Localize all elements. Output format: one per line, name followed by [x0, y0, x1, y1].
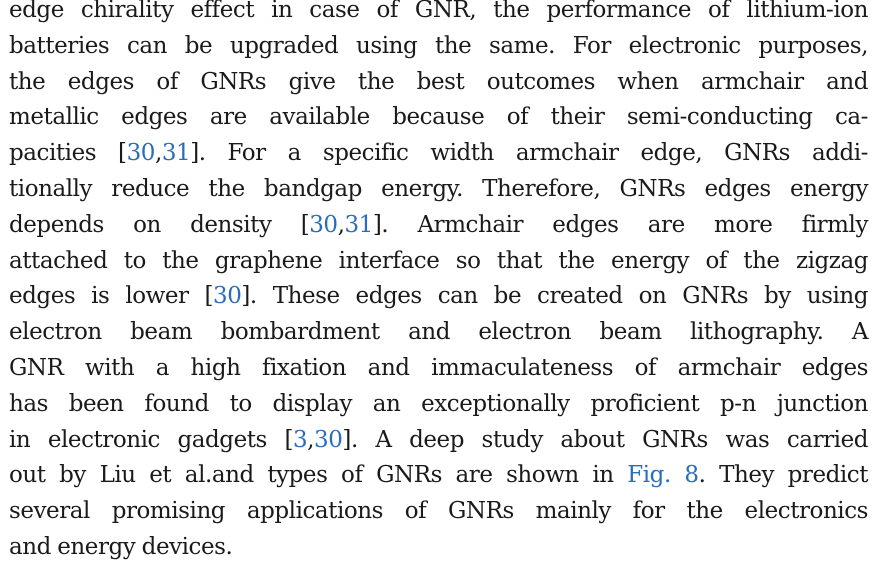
- text-line: in electronic gadgets [3,30]. A deep stu…: [9, 423, 868, 459]
- text-run: edge chirality effect in case of GNR, th…: [9, 0, 868, 23]
- text-line: pacities [30,31]. For a specific width a…: [9, 136, 868, 172]
- text-line: the edges of GNRs give the best outcomes…: [9, 65, 868, 101]
- text-run: metallic edges are available because of …: [9, 104, 868, 131]
- text-run: the edges of GNRs give the best outcomes…: [9, 68, 868, 95]
- text-run: depends on density [: [9, 211, 310, 238]
- text-run: and energy devices.: [9, 533, 233, 560]
- text-run: ,: [337, 211, 345, 238]
- text-run: pacities [: [9, 140, 127, 167]
- text-run: edges is lower [: [9, 283, 214, 310]
- citation-link[interactable]: 30: [314, 426, 343, 453]
- text-run: ]. For a specific width armchair edge, G…: [190, 140, 868, 167]
- text-line: electron beam bombardment and electron b…: [9, 315, 868, 351]
- text-run: out by Liu et al.and types of GNRs are s…: [9, 462, 628, 489]
- text-run: batteries can be upgraded using the same…: [9, 32, 868, 59]
- text-line: tionally reduce the bandgap energy. Ther…: [9, 172, 868, 208]
- citation-link[interactable]: 30: [126, 140, 156, 167]
- text-line: attached to the graphene interface so th…: [9, 244, 868, 280]
- text-run: in electronic gadgets [: [9, 426, 293, 453]
- text-run: has been found to display an exceptional…: [9, 390, 868, 417]
- text-line: depends on density [30,31]. Armchair edg…: [9, 208, 868, 244]
- citation-link[interactable]: 31: [344, 211, 374, 238]
- citation-link[interactable]: 30: [309, 211, 338, 238]
- text-line: edges is lower [30]. These edges can be …: [9, 279, 868, 315]
- citation-link[interactable]: 31: [161, 140, 191, 167]
- text-run: attached to the graphene interface so th…: [9, 247, 868, 274]
- text-run: ]. These edges can be created on GNRs by…: [241, 283, 868, 310]
- text-run: electron beam bombardment and electron b…: [9, 319, 868, 346]
- text-line: metallic edges are available because of …: [9, 100, 868, 136]
- text-run: several promising applications of GNRs m…: [9, 498, 868, 525]
- body-paragraph: edge chirality effect in case of GNR, th…: [9, 0, 868, 566]
- text-run: tionally reduce the bandgap energy. Ther…: [9, 175, 868, 202]
- text-run: ,: [307, 426, 315, 453]
- text-line: out by Liu et al.and types of GNRs are s…: [9, 458, 868, 494]
- text-run: GNR with a high fixation and immaculaten…: [9, 354, 868, 381]
- text-line: has been found to display an exceptional…: [9, 387, 868, 423]
- text-run: ,: [154, 140, 162, 167]
- citation-link[interactable]: 3: [292, 426, 308, 453]
- text-line: several promising applications of GNRs m…: [9, 494, 868, 530]
- text-run: ]. Armchair edges are more firmly: [372, 211, 869, 238]
- citation-link[interactable]: 30: [213, 283, 242, 310]
- text-line: and energy devices.: [9, 530, 868, 566]
- text-line: batteries can be upgraded using the same…: [9, 29, 868, 65]
- text-run: . They predict: [698, 462, 869, 489]
- figure-link[interactable]: Fig. 8: [627, 462, 699, 489]
- text-line: GNR with a high fixation and immaculaten…: [9, 351, 868, 387]
- text-line: edge chirality effect in case of GNR, th…: [9, 0, 868, 29]
- text-run: ]. A deep study about GNRs was carried: [342, 426, 869, 453]
